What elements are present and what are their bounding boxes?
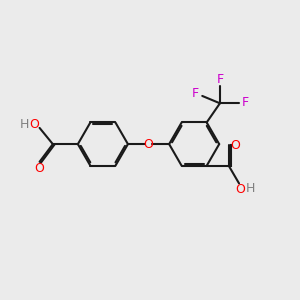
Text: F: F bbox=[192, 87, 199, 100]
Text: F: F bbox=[242, 96, 249, 109]
Text: O: O bbox=[236, 183, 245, 196]
Text: O: O bbox=[230, 139, 240, 152]
Text: O: O bbox=[29, 118, 39, 131]
Text: H: H bbox=[246, 182, 255, 195]
Text: F: F bbox=[216, 73, 224, 86]
Text: O: O bbox=[144, 138, 154, 151]
Text: H: H bbox=[20, 118, 29, 131]
Text: O: O bbox=[34, 162, 44, 175]
